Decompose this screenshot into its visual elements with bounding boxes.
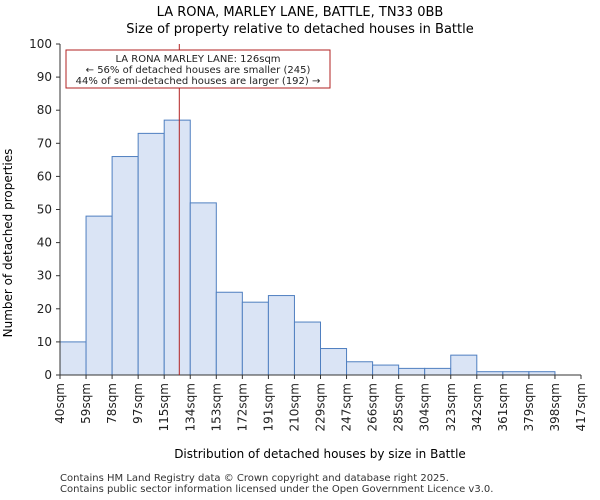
bar-247sqm — [346, 361, 374, 376]
y-tick-label-40: 40 — [37, 236, 52, 250]
bar-153sqm — [215, 291, 243, 376]
footer-line1: Contains HM Land Registry data © Crown c… — [60, 473, 449, 484]
bar-97sqm — [137, 132, 165, 376]
x-tick-label-229sqm: 229sqm — [314, 383, 328, 431]
y-tick-label-10: 10 — [37, 335, 52, 349]
x-tick-label-285sqm: 285sqm — [392, 383, 406, 431]
bar-134sqm — [189, 202, 217, 376]
y-tick-label-70: 70 — [37, 136, 52, 150]
x-tick-label-153sqm: 153sqm — [209, 383, 223, 431]
bar-59sqm — [85, 215, 113, 376]
histogram-chart: LA RONA, MARLEY LANE, BATTLE, TN33 0BB S… — [1, 5, 588, 461]
y-tick-label-90: 90 — [37, 70, 52, 84]
bar-78sqm — [111, 156, 139, 376]
bars — [59, 119, 556, 376]
x-tick-label-247sqm: 247sqm — [340, 383, 354, 431]
x-tick-label-361sqm: 361sqm — [496, 383, 510, 431]
x-tick-label-398sqm: 398sqm — [548, 383, 562, 431]
x-tick-label-379sqm: 379sqm — [522, 383, 536, 431]
bar-304sqm — [424, 367, 452, 376]
bar-285sqm — [398, 367, 426, 376]
x-tick-label-134sqm: 134sqm — [183, 383, 197, 431]
y-tick-label-100: 100 — [29, 37, 52, 51]
x-tick-label-191sqm: 191sqm — [261, 383, 275, 431]
x-tick-label-210sqm: 210sqm — [288, 383, 302, 431]
chart-title-line2: Size of property relative to detached ho… — [126, 22, 473, 37]
y-tick-label-30: 30 — [37, 269, 52, 283]
bar-172sqm — [241, 301, 269, 376]
y-tick-label-0: 0 — [44, 368, 52, 382]
y-tick-label-20: 20 — [37, 302, 52, 316]
chart-title-line1: LA RONA, MARLEY LANE, BATTLE, TN33 0BB — [157, 5, 444, 20]
annotation-line-2: ← 56% of detached houses are smaller (24… — [86, 65, 311, 76]
bar-266sqm — [372, 364, 400, 376]
x-tick-label-323sqm: 323sqm — [444, 383, 458, 431]
x-tick-label-417sqm: 417sqm — [574, 383, 588, 431]
bar-323sqm — [450, 354, 478, 376]
bar-40sqm — [59, 341, 87, 376]
bar-229sqm — [320, 348, 348, 376]
footer-line2: Contains public sector information licen… — [60, 484, 494, 495]
bar-210sqm — [293, 321, 322, 376]
annotation-line-3: 44% of semi-detached houses are larger (… — [76, 76, 321, 87]
axes: 0 10 20 30 40 50 60 70 80 90 100 40sqm 59sqm 78sqm 97s… — [29, 37, 588, 431]
footer: Contains HM Land Registry data © Crown c… — [60, 473, 493, 495]
y-axis-label: Number of detached properties — [1, 149, 15, 338]
bar-191sqm — [267, 295, 295, 376]
annotation-line-1: LA RONA MARLEY LANE: 126sqm — [115, 54, 280, 65]
x-axis-label: Distribution of detached houses by size … — [174, 447, 466, 461]
bar-115sqm — [163, 119, 191, 376]
x-tick-label-342sqm: 342sqm — [470, 383, 484, 431]
x-tick-label-40sqm: 40sqm — [53, 383, 67, 424]
y-tick-label-60: 60 — [37, 169, 52, 183]
x-tick-label-115sqm: 115sqm — [157, 383, 171, 431]
annotation-box — [65, 49, 331, 89]
x-tick-label-59sqm: 59sqm — [79, 383, 93, 424]
y-tick-label-80: 80 — [37, 103, 52, 117]
x-tick-label-172sqm: 172sqm — [235, 383, 249, 431]
x-tick-label-266sqm: 266sqm — [366, 383, 380, 431]
x-tick-label-97sqm: 97sqm — [131, 383, 145, 424]
y-tick-label-50: 50 — [37, 203, 52, 217]
x-tick-label-78sqm: 78sqm — [105, 383, 119, 424]
x-tick-label-304sqm: 304sqm — [418, 383, 432, 431]
property-marker: LA RONA MARLEY LANE: 126sqm← 56% of deta… — [65, 44, 331, 375]
